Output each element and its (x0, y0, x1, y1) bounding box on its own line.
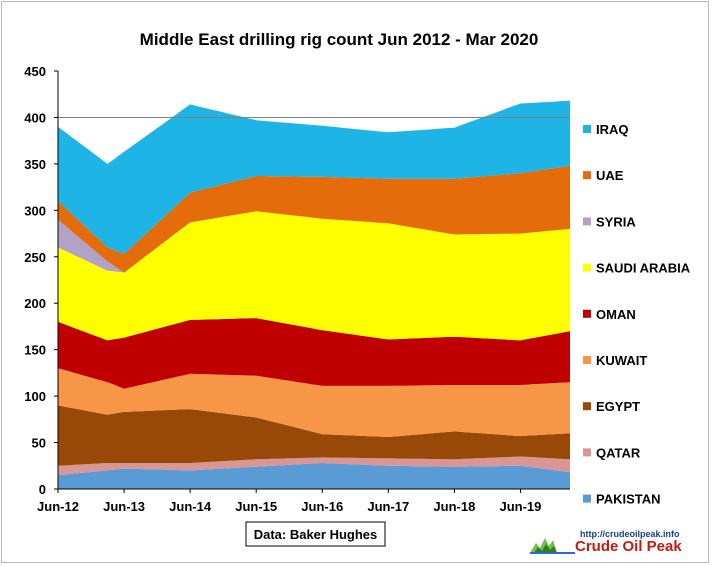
y-tick-label: 0 (39, 482, 46, 497)
y-tick-label: 200 (24, 296, 46, 311)
y-tick-label: 250 (24, 250, 46, 265)
y-tick-label: 150 (24, 343, 46, 358)
legend-item-oman: OMAN (583, 307, 636, 322)
x-tick-label: Jun-15 (235, 499, 277, 514)
legend-swatch (583, 125, 591, 133)
legend-label: OMAN (596, 307, 636, 322)
x-tick-label: Jun-17 (367, 499, 409, 514)
area-qatar (58, 456, 570, 476)
area-syria (58, 211, 570, 273)
source-box: Data: Baker Hughes (245, 521, 386, 547)
x-tick-label: Jun-18 (433, 499, 475, 514)
logo-name: Crude Oil Peak (575, 538, 682, 555)
y-tick-label: 400 (24, 110, 46, 125)
legend-item-iraq: IRAQ (583, 122, 629, 137)
area-kuwait (58, 368, 570, 437)
legend-item-egypt: EGYPT (583, 399, 640, 414)
logo-url: http://crudeoilpeak.info (580, 529, 680, 539)
y-axis-ticks: 0 50 100 150 200 250 300 350 400 450 (24, 64, 58, 497)
legend: IRAQ UAE SYRIA SAUDI ARABIA OMAN KUWAIT EGYPT Q… (583, 122, 691, 507)
legend-swatch (583, 448, 591, 457)
legend-label: KUWAIT (596, 353, 647, 368)
legend-label: SAUDI ARABIA (596, 261, 691, 276)
x-tick-label: Jun-16 (301, 499, 343, 514)
legend-item-kuwait: KUWAIT (583, 353, 647, 368)
legend-item-saudi-arabia: SAUDI ARABIA (583, 261, 691, 276)
area-pakistan (58, 463, 570, 489)
area-iraq (58, 100, 570, 254)
area-oman (58, 318, 570, 389)
area-saudi-arabia (58, 211, 570, 341)
legend-swatch (583, 263, 591, 272)
legend-item-uae: UAE (583, 168, 624, 183)
logo-mountain-icon (530, 538, 575, 554)
legend-swatch (583, 171, 591, 180)
legend-item-syria: SYRIA (583, 214, 636, 229)
x-tick-label: Jun-13 (103, 499, 145, 514)
legend-label: QATAR (596, 445, 641, 460)
legend-swatch (583, 494, 591, 503)
y-tick-label: 350 (24, 157, 46, 172)
crude-oil-peak-logo: http://crudeoilpeak.info Crude Oil Peak (530, 529, 682, 555)
legend-label: UAE (596, 168, 624, 183)
area-uae (58, 165, 570, 273)
legend-swatch (583, 356, 591, 364)
legend-swatch (583, 217, 591, 226)
y-tick-label: 450 (24, 64, 46, 79)
legend-swatch (583, 309, 591, 318)
source-label: Data: Baker Hughes (254, 527, 378, 542)
x-tick-label: Jun-14 (169, 499, 212, 514)
x-tick-label: Jun-19 (499, 499, 541, 514)
y-tick-label: 100 (24, 389, 46, 404)
legend-label: IRAQ (596, 122, 629, 137)
area-egypt (58, 405, 570, 466)
legend-swatch (583, 402, 591, 411)
x-tick-label: Jun-12 (37, 499, 79, 514)
axes (57, 71, 570, 490)
x-axis-ticks: Jun-12 Jun-13 Jun-14 Jun-15 Jun-16 Jun-17 Jun-… (37, 489, 541, 514)
area-series-group (58, 100, 570, 489)
legend-item-qatar: QATAR (583, 445, 641, 460)
legend-item-pakistan: PAKISTAN (583, 492, 661, 507)
legend-label: SYRIA (596, 214, 636, 229)
y-tick-label: 300 (24, 203, 46, 218)
chart-title: Middle East drilling rig count Jun 2012 … (140, 30, 539, 49)
legend-label: PAKISTAN (596, 492, 661, 507)
y-tick-label: 50 (32, 436, 46, 451)
legend-label: EGYPT (596, 399, 640, 414)
